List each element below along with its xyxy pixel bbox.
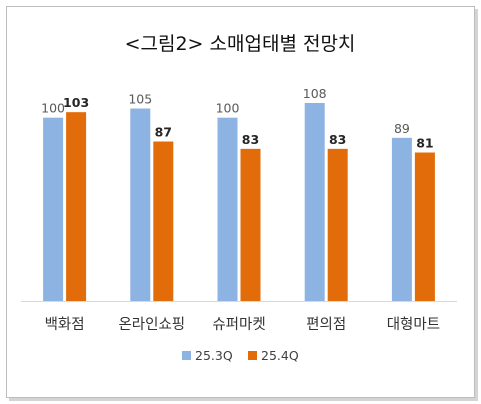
category-label: 대형마트 (387, 316, 440, 333)
category-label: 백화점 (45, 316, 85, 333)
data-label: 105 (128, 92, 152, 107)
legend: 25.3Q 25.4Q (182, 348, 299, 363)
data-label: 83 (242, 132, 259, 147)
data-label: 81 (416, 136, 433, 151)
data-label: 87 (155, 125, 172, 140)
chart-frame: <그림2> 소매업태별 전망치 100 103 105 87 100 83 108 83 89 8… (6, 6, 475, 398)
bar-25.3Q-1 (130, 108, 151, 301)
data-label: 100 (216, 101, 240, 116)
chart-title: <그림2> 소매업태별 전망치 (125, 33, 356, 55)
bars-group (43, 103, 435, 302)
data-label: 89 (394, 121, 410, 136)
data-label: 83 (329, 132, 346, 147)
bar-25.3Q-4 (391, 137, 412, 301)
bar-25.4Q-0 (66, 112, 87, 302)
data-label: 100 (41, 101, 65, 116)
bar-25.3Q-3 (304, 103, 325, 301)
bar-25.4Q-1 (153, 141, 174, 301)
category-labels-group: 백화점 온라인쇼핑 슈퍼마켓 편의점 대형마트 (45, 316, 441, 333)
bar-25.3Q-0 (43, 117, 64, 302)
data-label: 103 (63, 95, 89, 110)
legend-label: 25.4Q (261, 348, 299, 363)
category-label: 슈퍼마켓 (212, 316, 265, 333)
bar-25.4Q-4 (414, 152, 435, 301)
category-label: 편의점 (306, 316, 346, 333)
data-label: 108 (303, 86, 327, 101)
legend-swatch (248, 351, 257, 360)
category-label: 온라인쇼핑 (118, 316, 185, 333)
legend-swatch (182, 351, 191, 360)
bar-25.4Q-2 (240, 148, 261, 301)
bar-25.3Q-2 (217, 117, 238, 302)
legend-label: 25.3Q (195, 348, 233, 363)
bar-25.4Q-3 (327, 148, 348, 301)
